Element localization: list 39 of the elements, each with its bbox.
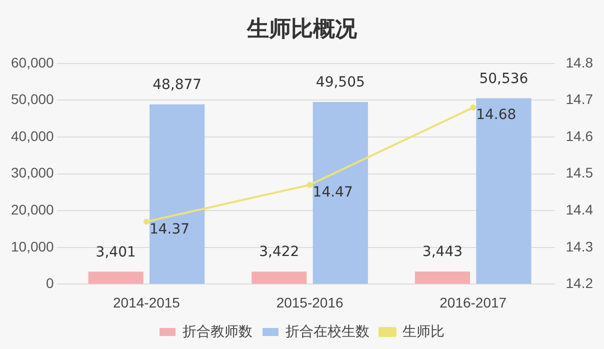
data-label: 3,401 bbox=[96, 244, 136, 260]
point bbox=[306, 182, 313, 188]
data-label: 49,505 bbox=[316, 74, 365, 91]
legend-label: 折合教师数 bbox=[182, 322, 252, 339]
data-label: 3,443 bbox=[422, 244, 463, 260]
bar bbox=[88, 272, 144, 284]
chart-title: 生师比概况 bbox=[246, 16, 358, 44]
point bbox=[143, 218, 150, 225]
bar bbox=[312, 102, 368, 284]
y-tick-label: 20,000 bbox=[10, 201, 54, 218]
y-tick-label: 40,000 bbox=[10, 128, 54, 144]
y-tick-label: 30,000 bbox=[10, 164, 54, 181]
point bbox=[470, 104, 476, 111]
y2-tick-label: 14.3 bbox=[566, 238, 594, 254]
x-tick-label: 2016-2017 bbox=[440, 294, 507, 310]
y2-tick-label: 14.6 bbox=[566, 128, 594, 144]
y2-tick-label: 14.8 bbox=[566, 54, 594, 70]
bar bbox=[150, 104, 205, 284]
data-label: 14.68 bbox=[476, 107, 516, 124]
y2-tick-label: 14.7 bbox=[566, 91, 594, 108]
bar bbox=[476, 98, 532, 284]
data-label: 48,877 bbox=[152, 76, 202, 93]
data-label: 14.37 bbox=[149, 221, 190, 238]
y2-tick-label: 14.4 bbox=[566, 201, 594, 218]
bar bbox=[414, 272, 470, 284]
x-tick-label: 2014-2015 bbox=[113, 294, 180, 310]
data-label: 14.47 bbox=[312, 184, 353, 200]
bar bbox=[252, 272, 307, 284]
y2-tick-label: 14.2 bbox=[566, 275, 594, 292]
y-tick-label: 50,000 bbox=[10, 91, 54, 108]
legend-label: 生师比 bbox=[402, 322, 444, 339]
legend-label: 折合在校生数 bbox=[286, 322, 370, 339]
y-tick-label: 60,000 bbox=[10, 54, 54, 70]
y-tick-label: 0 bbox=[46, 275, 54, 292]
y-tick-label: 10,000 bbox=[10, 238, 54, 254]
y2-tick-label: 14.5 bbox=[566, 164, 594, 181]
data-label: 50,536 bbox=[479, 70, 528, 87]
x-tick-label: 2015-2016 bbox=[276, 294, 344, 310]
data-label: 3,422 bbox=[259, 244, 300, 260]
